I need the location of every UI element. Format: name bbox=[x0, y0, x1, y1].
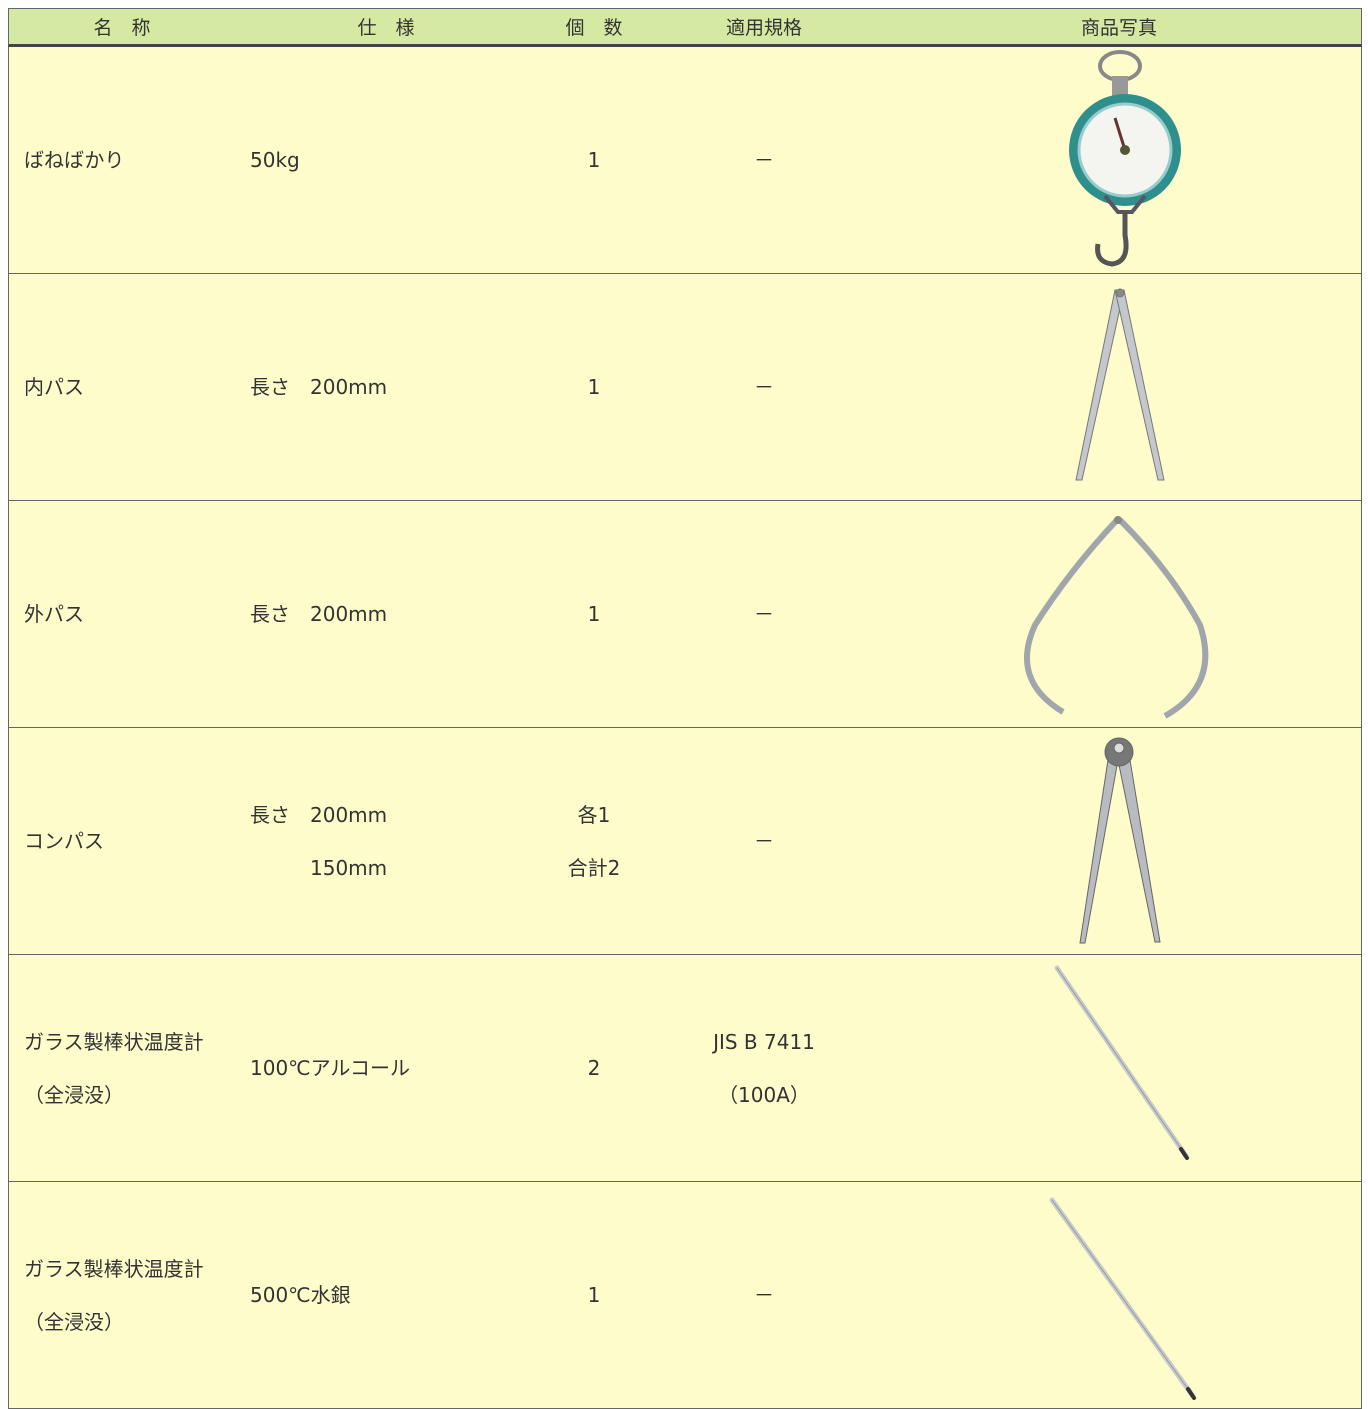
count-text: 1 bbox=[587, 375, 601, 399]
name-text: 外パス bbox=[24, 602, 84, 626]
name-text: ばねばかり bbox=[24, 148, 125, 172]
header-cell: 仕 様 bbox=[235, 8, 538, 47]
cell-lines: － bbox=[754, 601, 774, 627]
standard-cell: － bbox=[651, 1182, 878, 1409]
cell-lines: 500℃水銀 bbox=[250, 1282, 351, 1308]
photo-cell bbox=[877, 274, 1362, 501]
name-cell: ガラス製棒状温度計 （全浸没） bbox=[8, 955, 236, 1182]
name-text: コンパス bbox=[24, 829, 104, 853]
count-text: 1 bbox=[587, 148, 601, 172]
cell-lines: 2 bbox=[588, 1055, 601, 1081]
spec-cell: 長さ 200mm bbox=[235, 274, 538, 501]
name-cell: 内パス bbox=[8, 274, 236, 501]
count-text: 2 bbox=[587, 1056, 601, 1080]
header-cell: 商品写真 bbox=[877, 8, 1362, 47]
spec-text: 150mm bbox=[310, 855, 388, 880]
cell-lines: ばねばかり bbox=[24, 147, 124, 173]
standard-text: － bbox=[754, 829, 774, 853]
count-text: 合計2 bbox=[567, 855, 621, 880]
name-text: （全浸没） bbox=[24, 1082, 124, 1107]
count-text: 1 bbox=[587, 602, 601, 626]
name-text: 内パス bbox=[24, 375, 84, 399]
count-cell: 2 bbox=[537, 955, 652, 1182]
standard-cell: JIS B 7411 （100A） bbox=[651, 955, 878, 1182]
cell-lines: － bbox=[754, 828, 774, 854]
photo-cell bbox=[877, 728, 1362, 955]
count-text: 各1 bbox=[577, 802, 611, 827]
cell-lines: 長さ 200mm bbox=[250, 374, 387, 400]
cell-lines: JIS B 7411 （100A） bbox=[713, 1029, 815, 1108]
spec-text: 50kg bbox=[250, 148, 300, 172]
standard-text: － bbox=[754, 602, 774, 626]
standard-text: （100A） bbox=[718, 1082, 810, 1107]
cell-lines: 各1 合計2 bbox=[568, 802, 621, 881]
cell-lines: 1 bbox=[588, 147, 601, 173]
header-cell: 適用規格 bbox=[651, 8, 878, 47]
spec-text: 500℃水銀 bbox=[250, 1283, 351, 1307]
cell-lines: － bbox=[754, 147, 774, 173]
cell-lines: 内パス bbox=[24, 374, 84, 400]
cell-lines: 100℃アルコール bbox=[250, 1055, 410, 1081]
count-cell: 各1 合計2 bbox=[537, 728, 652, 955]
cell-lines: 1 bbox=[588, 374, 601, 400]
name-cell: ばねばかり bbox=[8, 47, 236, 274]
spec-cell: 長さ 200mm bbox=[235, 501, 538, 728]
standard-cell: － bbox=[651, 501, 878, 728]
name-cell: 外パス bbox=[8, 501, 236, 728]
spec-cell: 50kg bbox=[235, 47, 538, 274]
name-text: （全浸没） bbox=[24, 1309, 124, 1334]
standard-cell: － bbox=[651, 728, 878, 955]
standard-cell: － bbox=[651, 274, 878, 501]
standard-cell: － bbox=[651, 47, 878, 274]
spec-text: 長さ 200mm bbox=[250, 802, 388, 827]
cell-lines: ガラス製棒状温度計 （全浸没） bbox=[24, 1029, 204, 1108]
spec-cell: 長さ 200mm 150mm bbox=[235, 728, 538, 955]
photo-cell bbox=[877, 501, 1362, 728]
standard-text: － bbox=[754, 148, 774, 172]
header-cell: 名 称 bbox=[8, 8, 236, 47]
cell-lines: 外パス bbox=[24, 601, 84, 627]
cell-lines: ガラス製棒状温度計 （全浸没） bbox=[24, 1256, 204, 1335]
spec-text: 長さ 200mm bbox=[250, 375, 388, 399]
standard-text: JIS B 7411 bbox=[713, 1029, 815, 1054]
cell-lines: 1 bbox=[588, 601, 601, 627]
photo-cell bbox=[877, 47, 1362, 274]
spec-cell: 500℃水銀 bbox=[235, 1182, 538, 1409]
header-cell: 個 数 bbox=[537, 8, 652, 47]
cell-lines: － bbox=[754, 1282, 774, 1308]
name-cell: コンパス bbox=[8, 728, 236, 955]
name-text: ガラス製棒状温度計 bbox=[24, 1029, 204, 1054]
photo-cell bbox=[877, 1182, 1362, 1409]
standard-text: － bbox=[754, 1283, 774, 1307]
spec-cell: 100℃アルコール bbox=[235, 955, 538, 1182]
spec-text: 長さ 200mm bbox=[250, 602, 388, 626]
count-cell: 1 bbox=[537, 47, 652, 274]
count-cell: 1 bbox=[537, 274, 652, 501]
cell-lines: 1 bbox=[588, 1282, 601, 1308]
cell-lines: 長さ 200mm 150mm bbox=[250, 802, 387, 881]
standard-text: － bbox=[754, 375, 774, 399]
count-text: 1 bbox=[587, 1283, 601, 1307]
name-text: ガラス製棒状温度計 bbox=[24, 1256, 204, 1281]
spec-text: 100℃アルコール bbox=[250, 1056, 411, 1080]
cell-lines: 50kg bbox=[250, 147, 300, 173]
count-cell: 1 bbox=[537, 1182, 652, 1409]
name-cell: ガラス製棒状温度計 （全浸没） bbox=[8, 1182, 236, 1409]
count-cell: 1 bbox=[537, 501, 652, 728]
cell-lines: － bbox=[754, 374, 774, 400]
cell-lines: コンパス bbox=[24, 828, 104, 854]
cell-lines: 長さ 200mm bbox=[250, 601, 387, 627]
photo-cell bbox=[877, 955, 1362, 1182]
